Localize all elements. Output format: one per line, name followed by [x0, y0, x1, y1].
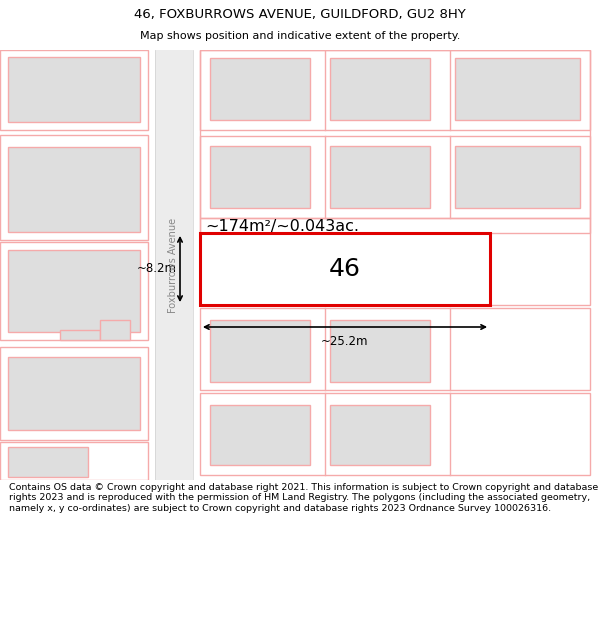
Bar	[200, 50, 590, 305]
Text: Foxburrows Avenue: Foxburrows Avenue	[168, 217, 178, 312]
Bar	[8, 57, 140, 122]
Bar	[200, 393, 590, 475]
Bar	[330, 405, 430, 465]
Bar	[200, 50, 590, 130]
Text: Contains OS data © Crown copyright and database right 2021. This information is : Contains OS data © Crown copyright and d…	[9, 483, 598, 512]
Bar	[0, 442, 148, 480]
Text: ~8.2m: ~8.2m	[137, 262, 177, 276]
Bar	[200, 136, 590, 218]
Bar	[200, 233, 490, 305]
Bar	[200, 218, 590, 233]
Bar	[210, 146, 310, 208]
Bar	[8, 147, 140, 232]
Bar	[330, 146, 430, 208]
Bar	[8, 250, 140, 332]
Text: Map shows position and indicative extent of the property.: Map shows position and indicative extent…	[140, 31, 460, 41]
Bar	[100, 320, 130, 340]
Bar	[330, 58, 430, 120]
Bar	[0, 135, 148, 240]
Bar	[455, 58, 580, 120]
Bar	[210, 405, 310, 465]
Bar	[200, 308, 590, 390]
Bar	[330, 320, 430, 382]
Text: 46, FOXBURROWS AVENUE, GUILDFORD, GU2 8HY: 46, FOXBURROWS AVENUE, GUILDFORD, GU2 8H…	[134, 8, 466, 21]
Bar	[455, 146, 580, 208]
Text: ~25.2m: ~25.2m	[321, 335, 369, 348]
Bar	[8, 357, 140, 430]
Bar	[60, 330, 100, 340]
Text: ~174m²/~0.043ac.: ~174m²/~0.043ac.	[205, 219, 359, 234]
Bar	[8, 447, 88, 477]
Bar	[0, 50, 148, 130]
Polygon shape	[155, 50, 193, 480]
Bar	[210, 58, 310, 120]
Bar	[0, 347, 148, 440]
Bar	[210, 320, 310, 382]
Text: 46: 46	[329, 257, 361, 281]
Bar	[0, 242, 148, 340]
